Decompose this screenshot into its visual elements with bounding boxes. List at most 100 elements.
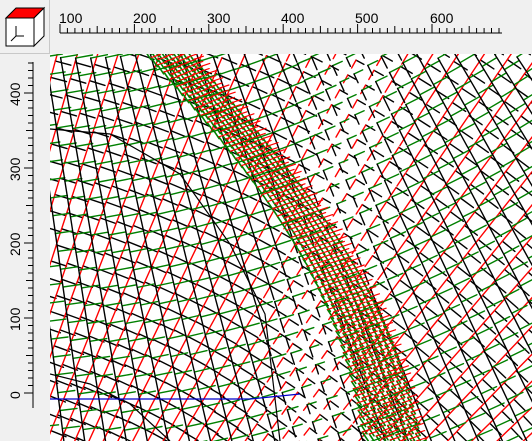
mesh-edge: [172, 134, 191, 141]
mesh-edge: [221, 117, 232, 122]
y-tick-label: 100: [7, 307, 23, 331]
mesh-edge: [123, 69, 143, 75]
mesh-edge: [333, 310, 342, 322]
mesh-edge: [84, 110, 90, 129]
mesh-edge: [292, 295, 298, 310]
mesh-edge: [402, 382, 411, 394]
mesh-edge: [237, 111, 248, 116]
mesh-edge: [218, 308, 237, 315]
mesh-edge: [329, 425, 340, 434]
mesh-edge: [494, 325, 507, 339]
view-cube-button[interactable]: [0, 0, 50, 54]
mesh-edge: [375, 371, 386, 376]
mesh-edge: [231, 103, 242, 109]
mesh-edge: [325, 244, 336, 249]
mesh-edge: [340, 344, 348, 356]
mesh-edge: [460, 335, 473, 349]
mesh-edge: [468, 68, 485, 79]
mesh-edge: [126, 240, 143, 249]
mesh-edge: [151, 73, 169, 81]
mesh-edge: [320, 266, 331, 271]
mesh-edge: [430, 194, 440, 211]
mesh-edge: [513, 398, 526, 412]
mesh-edge: [510, 217, 527, 228]
mesh-edge: [401, 305, 416, 317]
mesh-edge: [344, 282, 353, 294]
mesh-edge: [295, 369, 301, 382]
mesh-edge: [346, 93, 357, 100]
mesh-edge: [182, 246, 189, 265]
mesh-edge: [238, 144, 249, 149]
mesh-edge: [386, 278, 395, 296]
vertical-ruler[interactable]: 400 300 200 100 0: [0, 54, 50, 441]
mesh-edge: [348, 373, 357, 385]
mesh-edge: [80, 287, 85, 306]
mesh-edge: [414, 338, 432, 347]
mesh-edge: [194, 209, 211, 218]
mesh-edge: [69, 144, 86, 152]
mesh-edge: [359, 387, 370, 392]
y-tick-label: 400: [7, 82, 23, 106]
mesh-edge: [404, 270, 413, 288]
mesh-edge: [198, 166, 217, 173]
mesh-edge: [191, 76, 202, 81]
mesh-edge: [335, 128, 342, 138]
mesh-edge: [470, 169, 482, 185]
mesh-plot-canvas[interactable]: [50, 54, 532, 441]
mesh-edge: [330, 278, 339, 290]
mesh-edge: [151, 161, 160, 179]
mesh-edge: [211, 87, 222, 92]
mesh-edge: [454, 200, 464, 217]
mesh-edge: [314, 133, 326, 141]
mesh-edge: [312, 199, 324, 204]
mesh-edge: [309, 260, 318, 271]
mesh-edge: [108, 231, 127, 236]
mesh-edge: [168, 387, 178, 404]
mesh-edge: [162, 320, 168, 339]
mesh-edge: [486, 256, 504, 266]
mesh-edge: [226, 245, 236, 261]
mesh-edge: [174, 373, 180, 392]
mesh-edge: [137, 390, 157, 395]
mesh-edge: [214, 295, 221, 314]
mesh-edge: [330, 303, 339, 315]
mesh-edge: [398, 205, 416, 215]
mesh-edge: [91, 142, 110, 148]
mesh-edge: [50, 71, 66, 75]
mesh-edge: [342, 332, 350, 344]
mesh-edge: [310, 91, 325, 98]
mesh-edge: [116, 109, 122, 128]
mesh-edge: [383, 410, 392, 422]
mesh-edge: [407, 187, 416, 204]
mesh-edge: [358, 271, 369, 276]
mesh-edge: [288, 181, 299, 186]
x-tick-label: 500: [355, 10, 379, 26]
mesh-edge: [336, 317, 345, 329]
mesh-edge: [111, 248, 130, 254]
mesh-edge: [360, 331, 369, 342]
horizontal-ruler[interactable]: 100 200 300 400 500 600: [50, 0, 532, 54]
mesh-edge: [97, 92, 102, 111]
mesh-edge: [249, 158, 260, 164]
mesh-edge: [415, 386, 428, 400]
mesh-edge: [50, 277, 63, 284]
mesh-edge: [361, 348, 372, 353]
mesh-edge: [255, 305, 262, 323]
mesh-edge: [226, 79, 235, 96]
mesh-edge: [69, 61, 76, 79]
mesh-edge: [253, 75, 272, 83]
mesh-edge: [291, 170, 302, 176]
mesh-edge: [503, 268, 518, 281]
mesh-edge: [293, 142, 301, 159]
mesh-edge: [326, 143, 333, 153]
mesh-edge: [58, 144, 63, 164]
mesh-edge: [354, 395, 362, 406]
mesh-edge: [354, 316, 363, 328]
mesh-edge: [255, 132, 266, 138]
mesh-edge: [233, 63, 242, 80]
mesh-edge: [494, 272, 512, 282]
mesh-edge: [435, 388, 453, 397]
mesh-edge: [90, 54, 109, 59]
mesh-edge: [53, 106, 72, 111]
mesh-edge: [456, 430, 468, 441]
